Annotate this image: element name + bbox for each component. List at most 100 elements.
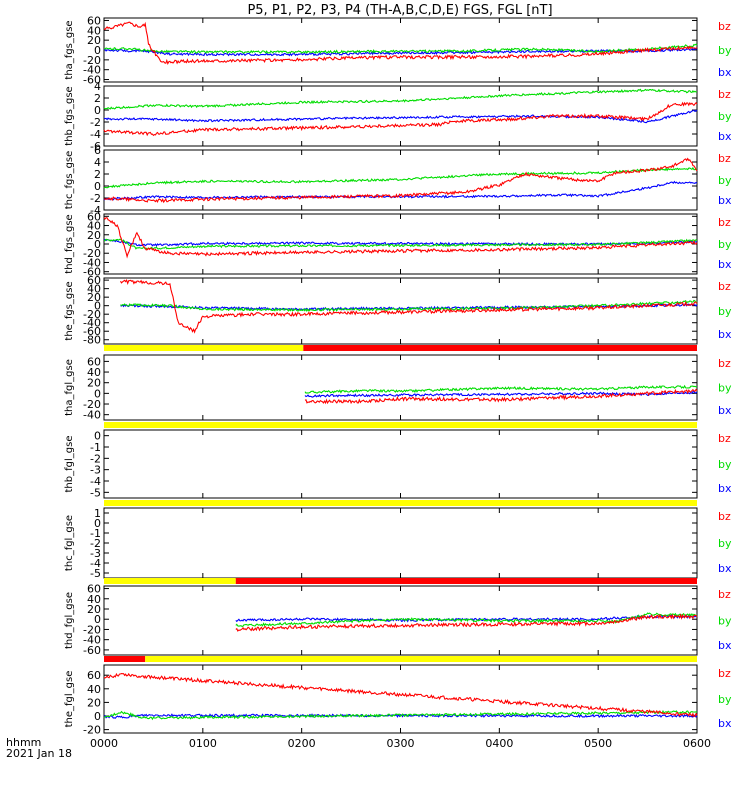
- y-tick-label: 60: [87, 14, 101, 27]
- y-tick-label: -60: [83, 266, 101, 279]
- legend-bx: bx: [718, 639, 732, 652]
- series-bz-line: [103, 217, 698, 259]
- y-tick-label: 0: [94, 430, 101, 443]
- y-tick-label: 60: [87, 583, 101, 596]
- x-tick-label: 0400: [485, 737, 513, 750]
- y-axis-label: tha_fgs_gse: [64, 20, 75, 79]
- y-tick-label: 0: [94, 517, 101, 530]
- y-tick-label: -20: [83, 247, 101, 260]
- legend-bz: bz: [718, 280, 731, 293]
- series-by-line: [103, 166, 698, 189]
- legend-bx: bx: [718, 130, 732, 143]
- y-tick-label: -60: [83, 74, 101, 87]
- legend-bz: bz: [718, 588, 731, 601]
- legend-bx: bx: [718, 482, 732, 495]
- y-tick-label: 0: [94, 238, 101, 251]
- x-axis-label-hhmm: hhmm: [6, 736, 41, 749]
- y-tick-label: 0: [94, 104, 101, 117]
- panel-frame: [103, 354, 698, 421]
- series-bx-line: [103, 180, 698, 201]
- y-tick-label: 60: [87, 669, 101, 682]
- series-bz-line: [304, 388, 698, 405]
- y-tick-label: 60: [87, 274, 101, 287]
- legend-bz: bz: [718, 88, 731, 101]
- mode-bar-yellow: [104, 422, 697, 428]
- mode-bar-yellow: [104, 500, 697, 506]
- y-tick-label: 40: [87, 683, 101, 696]
- mode-bar-yellow: [104, 345, 304, 351]
- x-tick-label: 0300: [387, 737, 415, 750]
- y-tick-label: -40: [83, 409, 101, 422]
- y-tick-label: 0: [94, 387, 101, 400]
- series-by-line: [104, 238, 698, 251]
- y-tick-label: 20: [87, 377, 101, 390]
- mode-bar-red: [303, 345, 697, 351]
- series-by-line: [103, 43, 698, 55]
- x-tick-label: 0600: [683, 737, 711, 750]
- y-axis-label: thb_fgl_gse: [64, 436, 75, 493]
- series-bz-line: [103, 101, 698, 137]
- legend-by: by: [718, 305, 732, 318]
- x-axis: 0000 0100 0200 0300 0400 0500 0600: [90, 737, 711, 750]
- y-tick-label: -1: [90, 441, 101, 454]
- series-bx-line: [103, 109, 698, 124]
- legend-by: by: [718, 174, 732, 187]
- y-axis-label: the_fgl_gse: [64, 671, 75, 728]
- panel-thb_fgl_gse: 0-1-2-3-4-5 thb_fgl_gse bz by bx: [64, 429, 732, 499]
- y-tick-label: -1: [90, 527, 101, 540]
- y-axis-label: tha_fgl_gse: [64, 359, 75, 416]
- y-tick-label: -20: [83, 724, 101, 737]
- series-bx-line: [103, 47, 698, 57]
- series-bz-line: [103, 157, 698, 204]
- panel-thc_fgl_gse: 10-1-2-3-4-5 thc_fgl_gse bz by bx: [64, 507, 732, 580]
- mode-bars-group: [104, 345, 698, 662]
- y-tick-label: 20: [87, 603, 101, 616]
- y-tick-label: -2: [90, 116, 101, 129]
- y-tick-label: 2: [94, 168, 101, 181]
- y-tick-label: -6: [90, 140, 101, 153]
- y-tick-label: 0: [94, 710, 101, 723]
- y-axis-label: thb_fgs_gse: [64, 86, 75, 145]
- y-tick-label: -4: [90, 475, 101, 488]
- y-axis-label: the_fgs_gse: [64, 281, 75, 340]
- series-by-line: [103, 709, 698, 721]
- y-tick-label: 60: [87, 210, 101, 223]
- series-bz-line: [235, 613, 698, 632]
- y-axis-label: thd_fgs_gse: [64, 214, 75, 273]
- y-tick-label: 40: [87, 283, 101, 296]
- series-bx-line: [304, 390, 698, 398]
- legend-bz: bz: [718, 432, 731, 445]
- y-tick-label: 20: [87, 229, 101, 242]
- x-tick-label: 0100: [189, 737, 217, 750]
- y-tick-label: 40: [87, 366, 101, 379]
- y-tick-label: -20: [83, 54, 101, 67]
- legend-bx: bx: [718, 66, 732, 79]
- legend-bz: bz: [718, 357, 731, 370]
- legend-by: by: [718, 537, 732, 550]
- legend-by: by: [718, 44, 732, 57]
- y-tick-label: 4: [94, 80, 101, 93]
- series-by-line: [304, 384, 698, 394]
- y-tick-label: -3: [90, 464, 101, 477]
- legend-bz: bz: [718, 152, 731, 165]
- y-axis-label: thc_fgl_gse: [64, 515, 75, 571]
- panel-frame: [103, 277, 698, 345]
- y-tick-label: -20: [83, 308, 101, 321]
- y-tick-label: -40: [83, 317, 101, 330]
- legend-bx: bx: [718, 717, 732, 730]
- series-by-line: [120, 299, 698, 312]
- plot-title: P5, P1, P2, P3, P4 (TH-A,B,C,D,E) FGS, F…: [247, 3, 552, 18]
- x-axis-label-date: 2021 Jan 18: [6, 747, 72, 760]
- y-tick-label: 0: [94, 44, 101, 57]
- y-tick-label: 40: [87, 220, 101, 233]
- y-tick-label: 2: [94, 92, 101, 105]
- series-bz-line: [120, 279, 698, 334]
- y-tick-label: -3: [90, 547, 101, 560]
- legend-by: by: [718, 238, 732, 251]
- legend-bx: bx: [718, 404, 732, 417]
- y-axis-label: thc_fgs_gse: [64, 151, 75, 210]
- x-tick-label: 0000: [90, 737, 118, 750]
